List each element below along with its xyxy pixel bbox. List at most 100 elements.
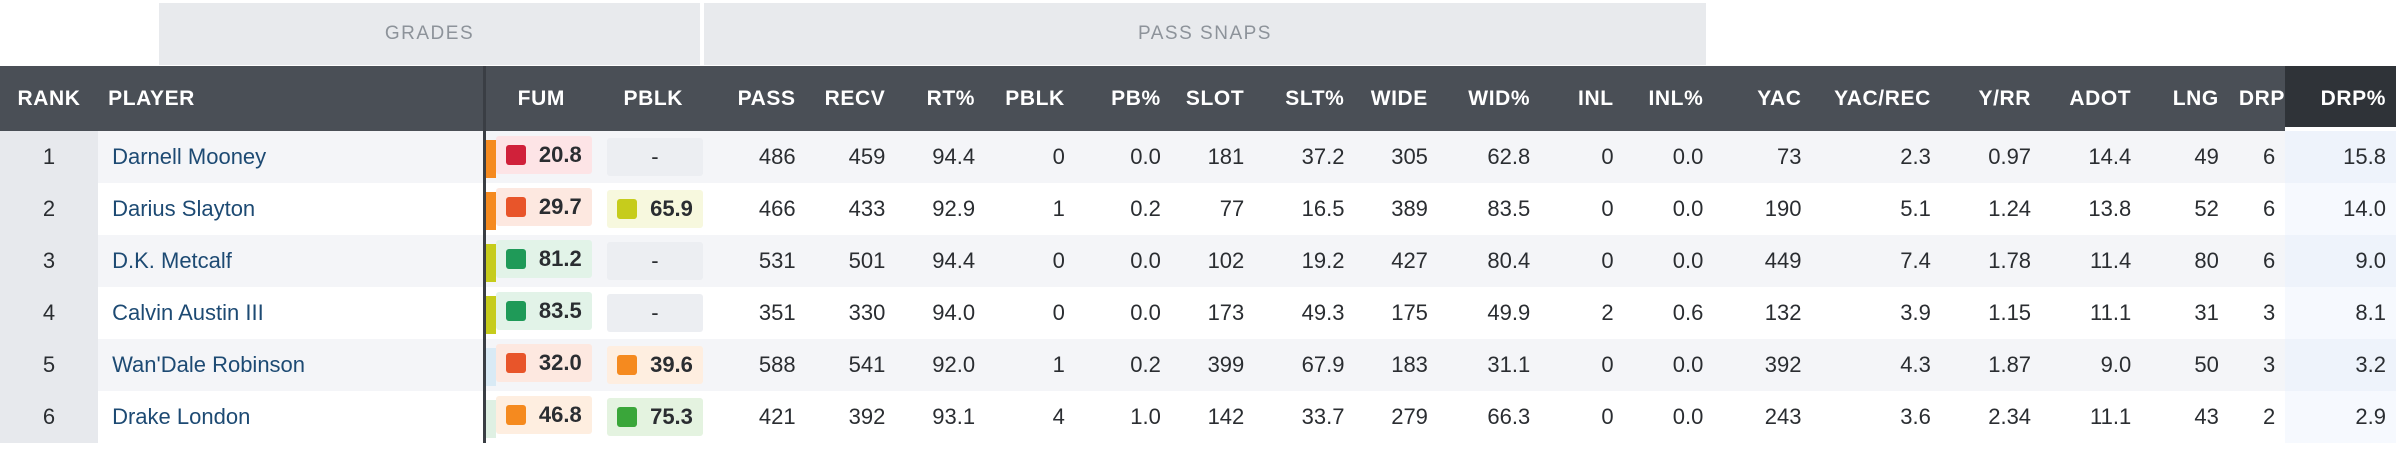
slot-cell: 77 [1170,183,1255,235]
col-header-pb-pct[interactable]: PB% [1074,66,1171,131]
wid-pct-cell: 31.1 [1437,339,1541,391]
pblk-cell: 0 [985,287,1075,339]
col-header-slt-pct[interactable]: SLT% [1254,66,1355,131]
col-header-slot[interactable]: SLOT [1170,66,1255,131]
drp-pct-cell: 2.9 [2285,391,2396,443]
col-header-drp-pct[interactable]: DRP% [2285,66,2396,131]
wid-pct-cell: 49.9 [1437,287,1541,339]
rt-pct-cell: 94.0 [895,287,986,339]
drp-pct-cell: 9.0 [2285,235,2396,287]
grade-value: - [651,300,659,325]
recv-cell: 433 [805,183,896,235]
yac-rec-cell: 3.6 [1811,391,1941,443]
col-header-player[interactable]: PLAYER [98,66,486,131]
y-rr-cell: 1.78 [1940,235,2042,287]
y-rr-cell: 1.87 [1940,339,2042,391]
table-row[interactable]: 1 Darnell Mooney 20.8-486 459 94.4 0 0.0 181 37.… [0,131,2396,183]
col-header-pass[interactable]: PASS [709,66,806,131]
recv-cell: 392 [805,391,896,443]
table-row[interactable]: 6 Drake London 46.8 75.3 421 392 93.1 4 1.0 142 33… [0,391,2396,443]
rank-cell: 6 [0,391,99,443]
y-rr-cell: 2.34 [1940,391,2042,443]
grade-color-swatch [505,300,526,321]
slt-pct-cell: 37.2 [1254,131,1355,183]
slt-pct-cell: 16.5 [1254,183,1355,235]
rt-pct-cell: 92.0 [895,339,986,391]
recv-cell: 330 [805,287,896,339]
wid-pct-cell: 83.5 [1437,183,1541,235]
clipped-grade-sliver [485,296,496,335]
lng-cell: 50 [2141,339,2229,391]
adot-cell: 11.1 [2041,391,2142,443]
player-name-link[interactable]: Darius Slayton [98,183,486,235]
col-header-rt-pct[interactable]: RT% [895,66,986,131]
grade-badge: - [606,242,703,280]
pass-cell: 531 [709,235,806,287]
wide-cell: 175 [1354,287,1438,339]
grade-color-swatch [616,355,637,375]
grade-value: 32.0 [538,349,582,375]
col-header-recv[interactable]: RECV [805,66,896,131]
table-row[interactable]: 3 D.K. Metcalf 81.2-531 501 94.4 0 0.0 102 19.2 4… [0,235,2396,287]
pass-cell: 588 [709,339,806,391]
player-name-link[interactable]: Drake London [98,391,486,443]
table-row[interactable]: 4 Calvin Austin III 83.5 - 351 330 94.0 0 0.0 173… [0,287,2396,339]
clipped-grade-sliver [485,140,496,179]
inl-pct-cell: 0.0 [1623,391,1714,443]
col-header-inl[interactable]: INL [1540,66,1624,131]
player-name-link[interactable]: Calvin Austin III [98,287,486,339]
y-rr-cell: 0.97 [1940,131,2042,183]
rank-cell: 1 [0,131,99,183]
col-header-drp[interactable]: DRP [2228,66,2286,131]
wide-cell: 279 [1354,391,1438,443]
adot-cell: 13.8 [2041,183,2142,235]
table-row[interactable]: 5 Wan'Dale Robinson 32.0 39.6 588 541 92.0 1 0.2… [0,339,2396,391]
col-header-pblk[interactable]: PBLK [985,66,1075,131]
col-header-yac[interactable]: YAC [1713,66,1812,131]
grade-value: 29.7 [538,193,582,219]
slot-cell: 181 [1170,131,1255,183]
col-header-fum[interactable]: FUM [484,66,597,131]
col-header-yac-rec[interactable]: YAC/REC [1811,66,1941,131]
rank-cell: 5 [0,339,99,391]
grade-value: 83.5 [538,297,582,323]
grade-badge: 32.0 [495,343,592,382]
col-header-wid-pct[interactable]: WID% [1437,66,1541,131]
fum-grade-cell: 20.8 [484,131,597,183]
fum-grade-cell: 29.7 [484,183,597,235]
col-header-adot[interactable]: ADOT [2041,66,2142,131]
grade-badge: - [606,138,703,176]
player-name-link[interactable]: Darnell Mooney [98,131,486,183]
grade-badge: 81.2 [495,239,592,278]
wide-cell: 389 [1354,183,1438,235]
table-row[interactable]: 2 Darius Slayton 29.7 65.9 466 433 92.9 1 0.2 77 1… [0,183,2396,235]
grade-color-swatch [505,144,526,165]
pass-cell: 421 [709,391,806,443]
rt-pct-cell: 94.4 [895,131,986,183]
grade-value: - [651,144,659,169]
stats-table: RANK PLAYER FUM PBLK PASS RECV RT% PBLK … [0,66,2396,443]
col-header-wide[interactable]: WIDE [1354,66,1438,131]
lng-cell: 31 [2141,287,2229,339]
recv-cell: 541 [805,339,896,391]
player-name-link[interactable]: Wan'Dale Robinson [98,339,486,391]
col-header-lng[interactable]: LNG [2141,66,2229,131]
wide-cell: 183 [1354,339,1438,391]
yac-cell: 132 [1713,287,1812,339]
pb-pct-cell: 0.0 [1074,131,1171,183]
inl-cell: 0 [1540,183,1624,235]
col-header-rank[interactable]: RANK [0,66,99,131]
slt-pct-cell: 33.7 [1254,391,1355,443]
drp-cell: 3 [2228,287,2286,339]
drp-pct-cell: 15.8 [2285,131,2396,183]
yac-rec-cell: 4.3 [1811,339,1941,391]
pblk-cell: 0 [985,235,1075,287]
player-name-link[interactable]: D.K. Metcalf [98,235,486,287]
col-header-pblk-grade[interactable]: PBLK [596,66,710,131]
pblk-grade-cell: 65.9 [596,183,710,235]
yac-rec-cell: 2.3 [1811,131,1941,183]
col-header-inl-pct[interactable]: INL% [1623,66,1714,131]
grade-color-swatch [505,404,526,425]
col-header-y-rr[interactable]: Y/RR [1940,66,2042,131]
y-rr-cell: 1.15 [1940,287,2042,339]
